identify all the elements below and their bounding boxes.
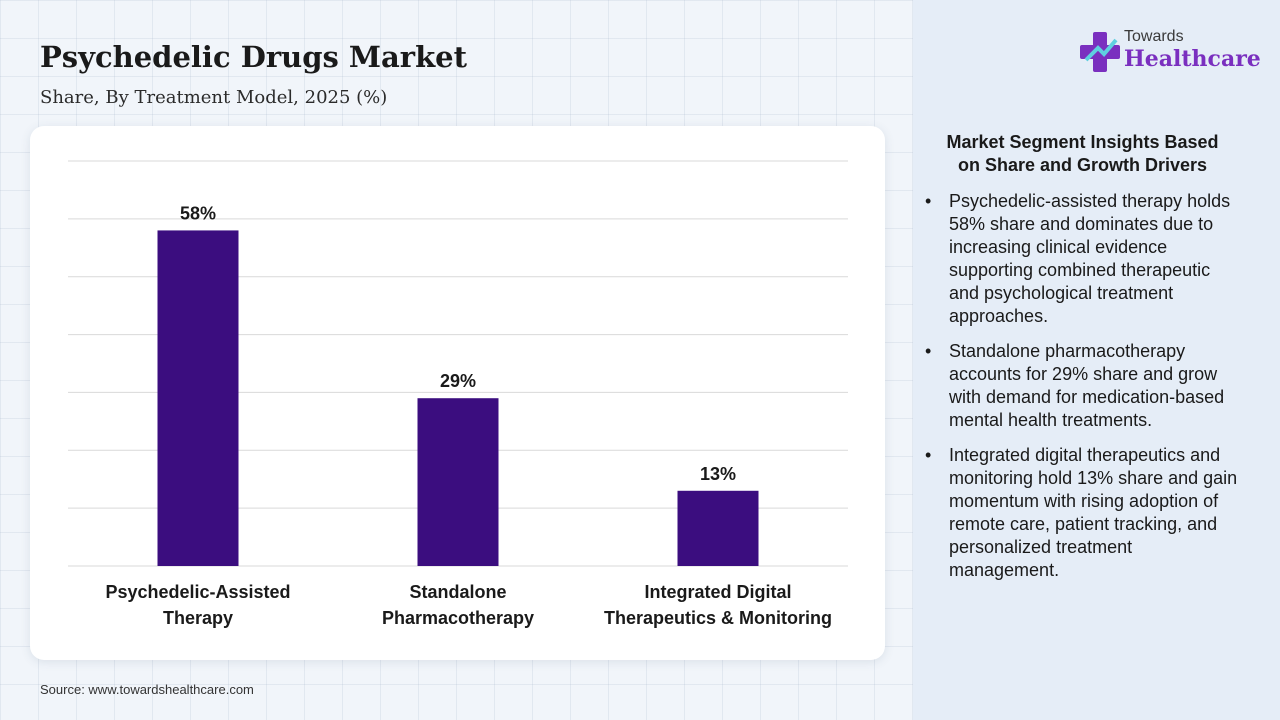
bullet-icon: • bbox=[925, 445, 932, 465]
data-label: 13% bbox=[700, 464, 736, 484]
source-note: Source: www.towardshealthcare.com bbox=[40, 682, 254, 697]
insight-item: • Standalone pharmacotherapy accounts fo… bbox=[925, 340, 1245, 432]
page-subtitle: Share, By Treatment Model, 2025 (%) bbox=[40, 87, 388, 108]
data-label: 29% bbox=[440, 371, 476, 391]
chart-card: 58% 29% 13% Psychedelic-Assisted Therapy St… bbox=[30, 126, 885, 660]
insight-text: Psychedelic-assisted therapy holds 58% s… bbox=[949, 191, 1231, 326]
bullet-icon: • bbox=[925, 341, 932, 361]
insights-list: • Psychedelic-assisted therapy holds 58%… bbox=[925, 190, 1245, 594]
medical-cross-icon bbox=[1080, 32, 1120, 72]
logo-text-healthcare: Healthcare bbox=[1124, 46, 1261, 72]
insight-item: • Psychedelic-assisted therapy holds 58%… bbox=[925, 190, 1245, 328]
bar-chart: 58% 29% 13% bbox=[68, 160, 848, 567]
bullet-icon: • bbox=[925, 191, 932, 211]
data-label: 58% bbox=[180, 203, 216, 223]
insight-text: Integrated digital therapeutics and moni… bbox=[949, 445, 1238, 580]
bar bbox=[677, 490, 759, 566]
insights-panel bbox=[913, 0, 1280, 720]
x-tick-label: Standalone Pharmacotherapy bbox=[381, 582, 535, 628]
logo-text-towards: Towards bbox=[1124, 28, 1184, 45]
x-tick-label: Integrated Digital Therapeutics & Monito… bbox=[603, 582, 832, 628]
insight-text: Standalone pharmacotherapy accounts for … bbox=[949, 341, 1225, 430]
insights-title: Market Segment Insights Based on Share a… bbox=[946, 132, 1219, 175]
bar bbox=[417, 398, 499, 566]
bar bbox=[157, 230, 239, 566]
x-tick-label: Psychedelic-Assisted Therapy bbox=[105, 582, 291, 628]
insight-item: • Integrated digital therapeutics and mo… bbox=[925, 444, 1245, 582]
page-title: Psychedelic Drugs Market bbox=[40, 40, 468, 74]
brand-logo: Towards Healthcare bbox=[1080, 28, 1261, 80]
